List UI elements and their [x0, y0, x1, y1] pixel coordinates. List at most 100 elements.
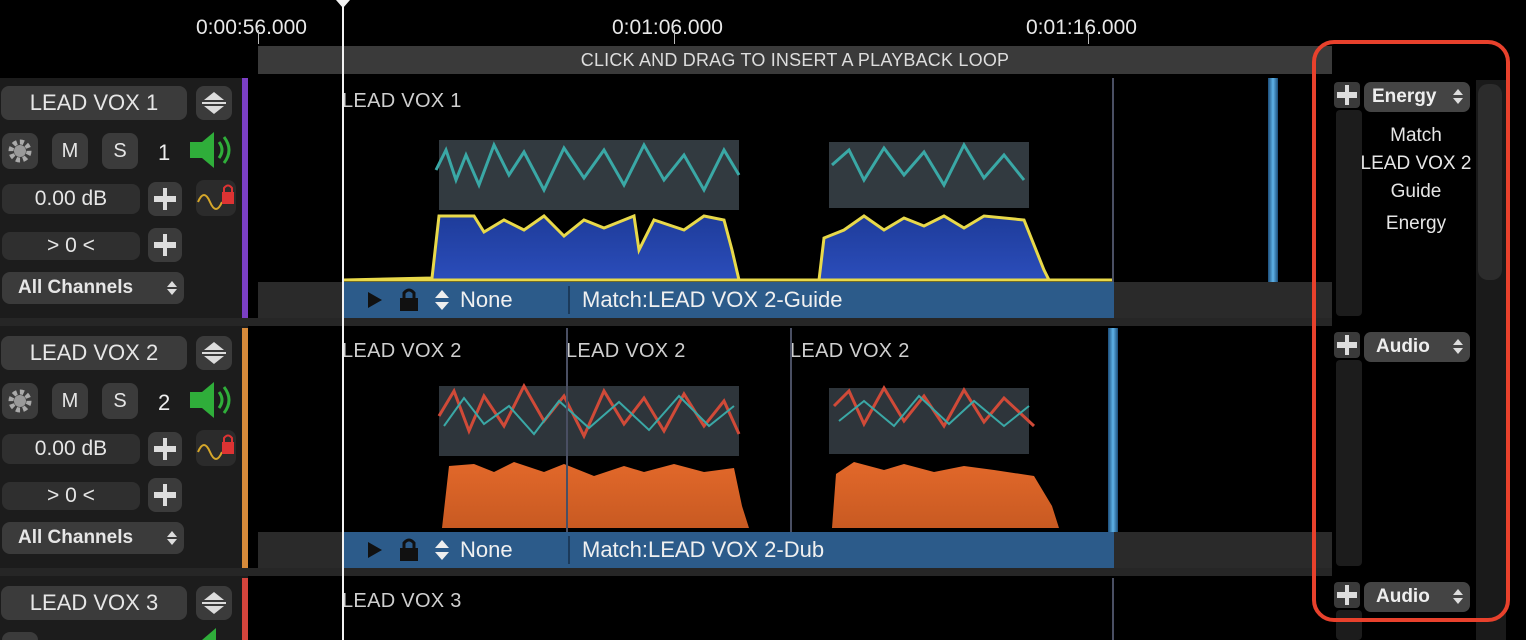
timecode-label: 0:01:16.000 — [1026, 16, 1137, 39]
timecode-label: 0:00:56.000 — [196, 16, 307, 39]
lane-column — [1336, 110, 1362, 316]
speaker-icon[interactable] — [186, 380, 238, 420]
highlight-annotation — [1312, 40, 1510, 622]
lane-column — [1336, 360, 1362, 566]
mute-button[interactable]: M — [52, 133, 88, 169]
clip-label: LEAD VOX 2 — [566, 340, 686, 362]
analysis-type-select[interactable]: Energy — [1364, 82, 1470, 112]
lock-icon[interactable] — [398, 287, 420, 313]
gain-display[interactable]: 0.00 dB — [2, 434, 140, 464]
pan-display[interactable]: > 0 < — [2, 482, 140, 510]
add-lane-button[interactable] — [1334, 582, 1360, 608]
pan-display[interactable]: > 0 < — [2, 232, 140, 260]
speaker-icon[interactable] — [186, 130, 238, 170]
clip-boundary — [1112, 578, 1114, 640]
automation-wave-icon — [197, 184, 234, 210]
playhead-marker-icon[interactable] — [336, 0, 350, 8]
automation-lock-button[interactable] — [196, 430, 236, 466]
pan-add-button[interactable] — [148, 228, 182, 262]
ruler-tick — [258, 30, 259, 44]
track-height-stepper[interactable] — [196, 336, 232, 370]
plus-icon — [1337, 585, 1357, 605]
clip-end-marker[interactable] — [1108, 328, 1118, 532]
clip-end-marker[interactable] — [1268, 78, 1278, 282]
plus-icon — [154, 438, 176, 460]
clip-boundary — [790, 328, 792, 532]
up-down-arrows-icon — [167, 531, 177, 545]
analysis-type-label: Audio — [1376, 586, 1430, 607]
track-separator — [0, 318, 1332, 326]
track-name-button[interactable]: LEAD VOX 3 — [1, 586, 187, 620]
plus-icon — [1337, 85, 1357, 105]
speaker-icon[interactable] — [196, 628, 236, 640]
analysis-info-line: Energy — [1385, 213, 1447, 234]
solo-button[interactable]: S — [102, 383, 138, 419]
track-color-bar — [242, 328, 248, 568]
analysis-type-label: Audio — [1376, 336, 1430, 357]
track-lane[interactable] — [258, 578, 1332, 640]
track-settings-button[interactable] — [2, 133, 38, 169]
clip-label: LEAD VOX 3 — [342, 590, 462, 612]
gear-icon — [8, 139, 32, 163]
lock-icon[interactable] — [398, 537, 420, 563]
channels-select-label: All Channels — [18, 277, 134, 298]
clip-info-bar[interactable]: None Match:LEAD VOX 2-Guide — [344, 282, 1114, 318]
plus-icon — [154, 188, 176, 210]
play-icon[interactable] — [366, 540, 384, 560]
plus-icon — [154, 234, 176, 256]
track-number: 2 — [158, 390, 171, 415]
clip-match-label: Match:LEAD VOX 2-Dub — [582, 537, 825, 562]
analysis-type-select[interactable]: Audio — [1364, 582, 1470, 612]
ruler-tick — [1088, 30, 1089, 44]
pan-add-button[interactable] — [148, 478, 182, 512]
add-lane-button[interactable] — [1334, 82, 1360, 108]
clip-boundary — [1112, 78, 1114, 282]
clip-label: LEAD VOX 2 — [342, 340, 462, 362]
automation-wave-icon — [197, 434, 234, 460]
clip-info-bar[interactable]: None Match:LEAD VOX 2-Dub — [344, 532, 1114, 568]
timeline-ruler[interactable]: 0:00:56.000 0:01:06.000 0:01:16.000 — [0, 0, 1526, 46]
track-name-button[interactable]: LEAD VOX 2 — [1, 336, 187, 370]
playback-loop-bar[interactable]: CLICK AND DRAG TO INSERT A PLAYBACK LOOP — [258, 46, 1332, 74]
add-lane-button[interactable] — [1334, 332, 1360, 358]
track-settings-button[interactable] — [2, 383, 38, 419]
clip-boundary — [566, 328, 568, 532]
waveform[interactable] — [344, 376, 1114, 532]
divider — [568, 536, 570, 564]
gain-display[interactable]: 0.00 dB — [2, 184, 140, 214]
divider — [568, 286, 570, 314]
channels-select-label: All Channels — [18, 527, 134, 548]
track-number: 1 — [158, 140, 171, 165]
solo-button[interactable]: S — [102, 133, 138, 169]
channels-select[interactable]: All Channels — [2, 272, 184, 304]
gain-add-button[interactable] — [148, 182, 182, 216]
up-down-arrows-icon — [1452, 588, 1464, 606]
channels-select[interactable]: All Channels — [2, 522, 184, 554]
track-color-bar — [242, 78, 248, 318]
analysis-info-line: LEAD VOX 2 — [1360, 153, 1472, 174]
track-color-bar — [242, 578, 248, 640]
clip-mode-label: None — [460, 537, 513, 562]
analysis-type-select[interactable]: Audio — [1364, 332, 1470, 362]
up-down-arrows-icon[interactable] — [434, 538, 450, 562]
waveform[interactable] — [344, 130, 1114, 282]
up-down-arrows-icon — [167, 281, 177, 295]
up-down-arrows-icon — [202, 592, 226, 614]
up-down-arrows-icon[interactable] — [434, 288, 450, 312]
playhead[interactable] — [342, 0, 344, 640]
play-icon[interactable] — [366, 290, 384, 310]
automation-lock-button[interactable] — [196, 180, 236, 216]
analysis-info-line: Guide — [1390, 181, 1442, 202]
track-lane[interactable] — [258, 328, 1332, 532]
gear-icon — [8, 389, 32, 413]
mute-button[interactable]: M — [52, 383, 88, 419]
track-name-button[interactable]: LEAD VOX 1 — [1, 86, 187, 120]
track-settings-button[interactable] — [2, 632, 38, 640]
track-height-stepper[interactable] — [196, 586, 232, 620]
ruler-tick — [674, 30, 675, 44]
gain-add-button[interactable] — [148, 432, 182, 466]
scrollbar-thumb[interactable] — [1478, 84, 1502, 280]
track-height-stepper[interactable] — [196, 86, 232, 120]
analysis-type-label: Energy — [1372, 86, 1437, 107]
up-down-arrows-icon — [1452, 338, 1464, 356]
